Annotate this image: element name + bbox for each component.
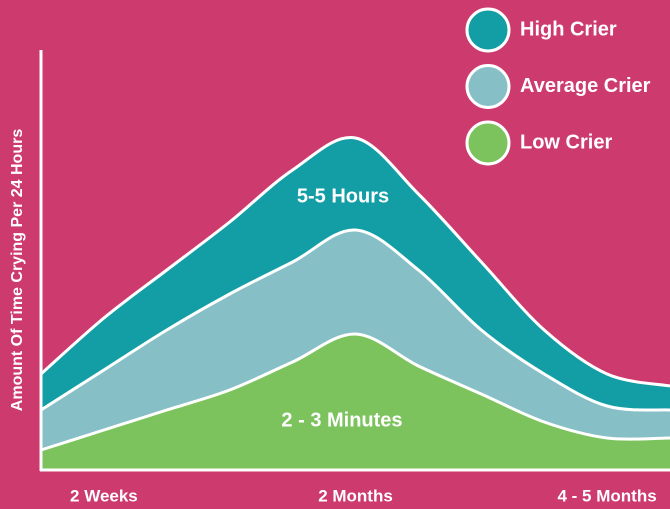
x-tick-label: 2 Weeks	[70, 486, 138, 505]
area-edge	[40, 228, 670, 412]
y-axis-label: Amount Of Time Crying Per 24 Hours	[9, 129, 26, 412]
area-edge	[40, 332, 670, 452]
x-tick-label: 4 - 5 Months	[558, 486, 657, 505]
plot-area	[40, 136, 670, 471]
legend-label: Low Crier	[520, 131, 612, 153]
legend-swatch	[465, 64, 511, 109]
x-tick-label: 2 Months	[318, 486, 393, 505]
annotation: 5-5 Hours	[297, 185, 389, 207]
annotation: 2 - 3 Minutes	[281, 409, 402, 431]
legend-label: Average Crier	[520, 75, 651, 97]
area-edge	[40, 136, 670, 388]
area	[41, 333, 670, 470]
legend-swatch	[465, 120, 511, 166]
legend-label: High Crier	[520, 18, 617, 40]
legend-swatch	[465, 7, 511, 53]
